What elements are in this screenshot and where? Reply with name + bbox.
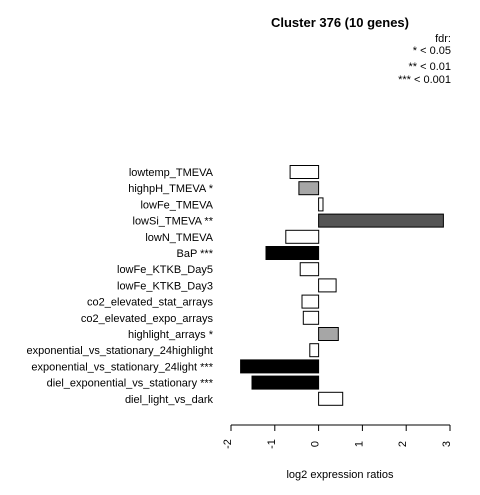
category-label-11: highlight_arrays * bbox=[128, 329, 214, 341]
bar-4 bbox=[318, 213, 444, 228]
category-label-9: co2_elevated_stat_arrays bbox=[87, 297, 213, 309]
bars-group bbox=[240, 165, 444, 406]
legend-entry-1: * < 0.05 bbox=[413, 45, 451, 57]
category-label-2: highpH_TMEVA * bbox=[128, 183, 214, 195]
bar-2 bbox=[298, 181, 320, 196]
legend-entry-3: *** < 0.001 bbox=[398, 74, 451, 86]
category-label-5: lowN_TMEVA bbox=[145, 232, 213, 244]
bar-1 bbox=[289, 165, 320, 179]
category-label-7: lowFe_KTKB_Day5 bbox=[117, 264, 213, 276]
bar-5 bbox=[285, 229, 320, 244]
bar-6 bbox=[265, 246, 320, 260]
legend: fdr: * < 0.05 ** < 0.01 *** < 0.001 bbox=[398, 33, 451, 86]
x-tick-label-5: 2 bbox=[397, 441, 409, 447]
bar-3 bbox=[318, 197, 324, 212]
category-label-10: co2_elevated_expo_arrays bbox=[81, 313, 214, 325]
category-label-1: lowtemp_TMEVA bbox=[129, 167, 214, 179]
legend-entry-2: ** < 0.01 bbox=[408, 61, 451, 73]
x-tick-label-1: -2 bbox=[222, 439, 234, 449]
category-label-12: exponential_vs_stationary_24highlight bbox=[26, 345, 213, 357]
category-label-8: lowFe_KTKB_Day3 bbox=[117, 280, 213, 292]
bar-7 bbox=[299, 262, 320, 277]
bar-15 bbox=[318, 391, 344, 406]
x-tick-label-4: 1 bbox=[353, 441, 365, 447]
x-axis: -2 -1 0 1 2 3 bbox=[222, 424, 453, 449]
category-label-6: BaP *** bbox=[177, 248, 214, 260]
x-tick-label-2: -1 bbox=[266, 439, 278, 449]
category-label-3: lowFe_TMEVA bbox=[140, 199, 213, 211]
bar-8 bbox=[318, 278, 337, 293]
bar-14 bbox=[251, 375, 320, 390]
bar-13 bbox=[240, 359, 320, 374]
x-tick-label-3: 0 bbox=[310, 441, 322, 447]
chart-title: Cluster 376 (10 genes) bbox=[271, 15, 409, 30]
row-labels-group: lowtemp_TMEVA highpH_TMEVA * lowFe_TMEVAlo… bbox=[26, 167, 213, 406]
category-label-14: diel_exponential_vs_stationary *** bbox=[47, 378, 214, 390]
category-label-15: diel_light_vs_dark bbox=[125, 394, 214, 406]
legend-title: fdr: bbox=[435, 33, 451, 45]
bar-9 bbox=[301, 294, 320, 309]
bar-12 bbox=[309, 343, 320, 358]
category-label-13: exponential_vs_stationary_24light *** bbox=[31, 361, 213, 373]
x-axis-label: log2 expression ratios bbox=[286, 469, 394, 481]
bar-11 bbox=[318, 327, 339, 341]
category-label-4: lowSi_TMEVA ** bbox=[133, 216, 214, 228]
x-tick-label-6: 3 bbox=[441, 441, 453, 447]
bar-10 bbox=[302, 310, 320, 325]
